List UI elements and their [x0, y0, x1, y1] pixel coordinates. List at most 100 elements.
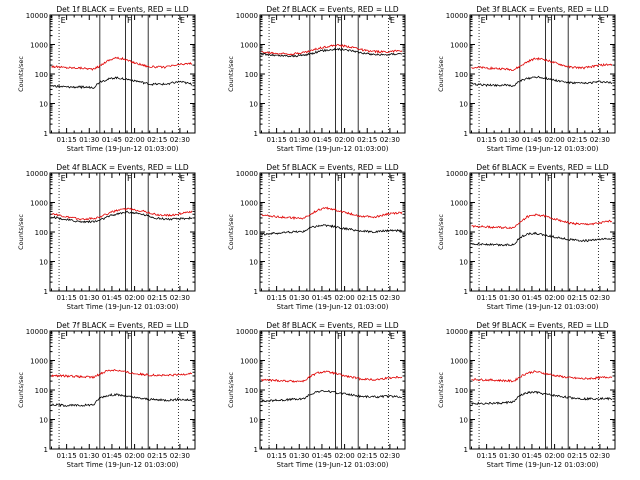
- y-tick-label: 10000: [236, 12, 258, 20]
- x-tick-label: 02:30: [590, 136, 610, 144]
- x-tick-label: 01:15: [477, 294, 497, 302]
- y-tick-label: 1: [254, 446, 258, 454]
- x-axis-label: Start Time (19-Jun-12 01:03:00): [277, 461, 389, 469]
- plot-frame: [259, 14, 406, 134]
- plot-frame: [469, 330, 616, 450]
- x-tick-label: 02:30: [380, 452, 400, 460]
- x-tick-label: 01:30: [79, 452, 99, 460]
- y-tick-label: 1: [254, 288, 258, 296]
- chart-title: Det 6f BLACK = Events, RED = LLD: [476, 163, 609, 172]
- x-tick-label: 02:15: [147, 452, 167, 460]
- x-axis-label: Start Time (19-Jun-12 01:03:00): [487, 303, 599, 311]
- y-axis-label: Counts/sec: [227, 56, 235, 92]
- x-tick-label: 01:30: [289, 136, 309, 144]
- x-tick-label: 02:00: [124, 452, 144, 460]
- marker-label: F: [127, 174, 132, 183]
- y-axis-label: Counts/sec: [17, 56, 25, 92]
- y-axis-label: Counts/sec: [437, 56, 445, 92]
- y-tick-label: 10: [39, 259, 48, 267]
- series-events-line: [261, 389, 403, 403]
- x-tick-label: 02:00: [334, 452, 354, 460]
- x-tick-label: 01:15: [57, 452, 77, 460]
- x-tick-label: 01:15: [477, 136, 497, 144]
- marker-label: E: [61, 16, 66, 25]
- marker-label: F: [127, 332, 132, 341]
- x-axis-label: Start Time (19-Jun-12 01:03:00): [67, 461, 179, 469]
- series-lld-line: [51, 207, 193, 221]
- marker-label: E: [180, 332, 185, 341]
- y-tick-label: 1000: [240, 358, 258, 366]
- plot-frame: [49, 172, 196, 292]
- x-axis-label: Start Time (19-Jun-12 01:03:00): [67, 303, 179, 311]
- plot-frame: [49, 14, 196, 134]
- x-tick-label: 02:30: [380, 136, 400, 144]
- marker-label: E: [390, 332, 395, 341]
- y-tick-label: 1000: [30, 358, 48, 366]
- y-tick-label: 100: [35, 71, 48, 79]
- y-tick-label: 1000: [450, 42, 468, 50]
- y-tick-label: 100: [245, 229, 258, 237]
- chart-title: Det 3f BLACK = Events, RED = LLD: [476, 5, 609, 14]
- y-tick-label: 1: [44, 446, 48, 454]
- x-tick-label: 02:30: [170, 452, 190, 460]
- plot-frame: [469, 172, 616, 292]
- detector-panel: 1 10 100 1000 10000 01:15 01:30 01:45 02:00 02:15…: [17, 163, 196, 311]
- marker-label: F: [337, 174, 342, 183]
- y-axis-label: Counts/sec: [227, 214, 235, 250]
- x-tick-label: 01:30: [499, 136, 519, 144]
- marker-label: E: [481, 332, 486, 341]
- x-tick-label: 01:45: [522, 294, 542, 302]
- series-events-line: [51, 393, 193, 408]
- x-tick-label: 01:30: [289, 452, 309, 460]
- y-tick-label: 1000: [30, 200, 48, 208]
- x-tick-label: 02:00: [334, 294, 354, 302]
- plot-frame: [259, 172, 406, 292]
- marker-label: E: [600, 332, 605, 341]
- x-tick-label: 01:45: [312, 452, 332, 460]
- y-tick-label: 10000: [236, 328, 258, 336]
- y-tick-label: 10: [39, 101, 48, 109]
- y-tick-label: 1000: [240, 200, 258, 208]
- chart-title: Det 1f BLACK = Events, RED = LLD: [56, 5, 189, 14]
- series-events-line: [471, 75, 613, 88]
- series-lld-line: [261, 206, 403, 221]
- y-tick-label: 1: [464, 288, 468, 296]
- y-tick-label: 1: [44, 130, 48, 138]
- marker-label: E: [61, 174, 66, 183]
- x-tick-label: 01:45: [312, 136, 332, 144]
- plot-frame: [469, 14, 616, 134]
- y-tick-label: 1: [254, 130, 258, 138]
- y-tick-label: 100: [35, 387, 48, 395]
- x-tick-label: 02:00: [334, 136, 354, 144]
- detector-panel: 1 10 100 1000 10000 01:15 01:30 01:45 02:00 02:15…: [227, 163, 406, 311]
- y-tick-label: 10000: [446, 12, 468, 20]
- marker-label: F: [337, 332, 342, 341]
- x-tick-label: 01:15: [57, 136, 77, 144]
- plot-frame: [49, 330, 196, 450]
- chart-title: Det 8f BLACK = Events, RED = LLD: [266, 321, 399, 330]
- x-tick-label: 02:30: [590, 452, 610, 460]
- x-tick-label: 02:00: [544, 294, 564, 302]
- x-tick-label: 01:45: [522, 136, 542, 144]
- marker-label: F: [337, 16, 342, 25]
- plot-frame: [259, 330, 406, 450]
- y-tick-label: 100: [245, 387, 258, 395]
- detector-panel: 1 10 100 1000 10000 01:15 01:30 01:45 02:00 02:15…: [17, 5, 196, 153]
- y-tick-label: 10000: [236, 170, 258, 178]
- y-tick-label: 10: [249, 101, 258, 109]
- series-lld-line: [471, 370, 613, 383]
- y-tick-label: 1000: [30, 42, 48, 50]
- x-tick-label: 02:15: [147, 136, 167, 144]
- y-tick-label: 10: [39, 417, 48, 425]
- marker-label: E: [180, 16, 185, 25]
- detector-panel: 1 10 100 1000 10000 01:15 01:30 01:45 02:00 02:15…: [227, 321, 406, 469]
- y-tick-label: 10000: [26, 328, 48, 336]
- marker-label: E: [481, 16, 486, 25]
- y-tick-label: 1000: [240, 42, 258, 50]
- y-tick-label: 10: [459, 417, 468, 425]
- marker-label: E: [600, 16, 605, 25]
- x-tick-label: 01:45: [102, 452, 122, 460]
- marker-label: F: [547, 174, 552, 183]
- series-events-line: [261, 224, 403, 236]
- x-tick-label: 02:15: [567, 452, 587, 460]
